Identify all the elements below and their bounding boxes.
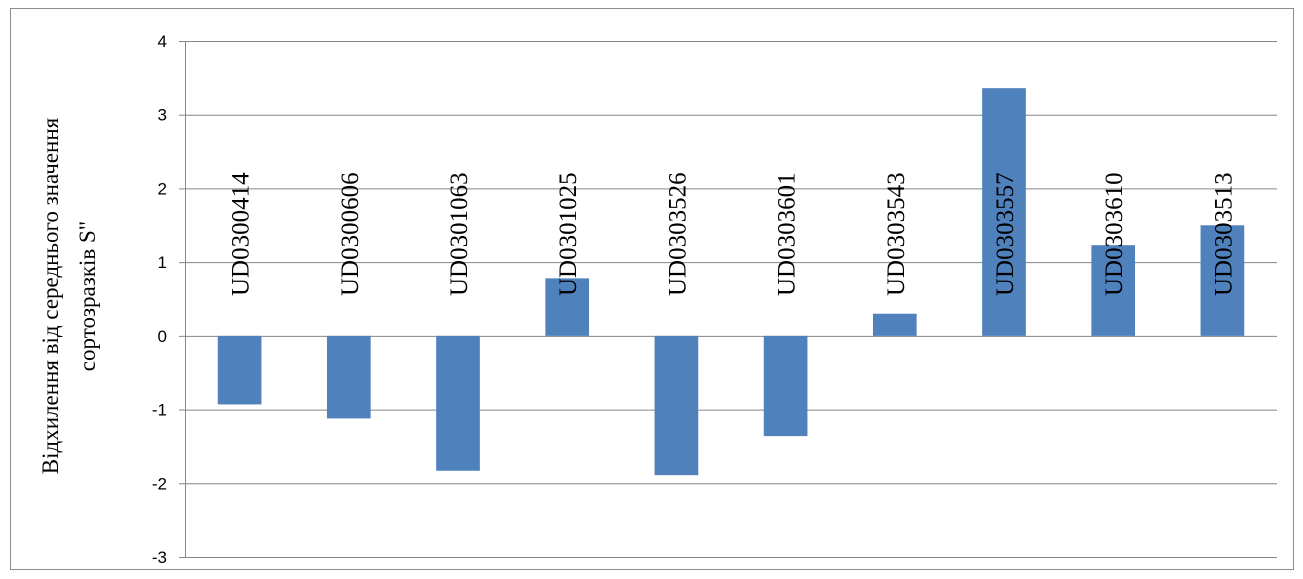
category-label: UD0303557 [992, 172, 1019, 296]
y-axis-title-line-2: сортозразків S" [75, 221, 100, 371]
category-label: UD0303513 [1210, 172, 1237, 296]
bar [436, 335, 480, 471]
y-tick-label: -2 [152, 474, 167, 493]
y-tick-label: 3 [158, 106, 167, 125]
y-tick-label: -1 [152, 401, 167, 420]
y-axis-title-line-1: Відхилення від середнього значення [38, 117, 63, 474]
label-layer: UD0300414 UD0300606 UD0301063 UD0301025 UD03… [228, 172, 1238, 296]
bar [1091, 245, 1136, 336]
bar-layer [217, 88, 1245, 476]
category-label: UD0303526 [664, 172, 691, 296]
bar [763, 335, 808, 437]
chart-frame [10, 8, 1294, 570]
category-label: UD0301025 [555, 172, 582, 296]
y-tick-label: 0 [158, 327, 167, 346]
y-tick-label: 2 [158, 179, 167, 198]
bar [982, 88, 1026, 336]
bar [326, 335, 371, 419]
category-label: UD0303543 [883, 172, 910, 296]
category-label: UD0303601 [774, 172, 801, 296]
category-label: UD0303610 [1101, 172, 1128, 296]
axis-layer: 4 3 2 1 0 -1 -2 -3 [152, 32, 186, 567]
bar [654, 335, 699, 476]
category-label: UD0301063 [446, 172, 473, 296]
bar [872, 313, 917, 336]
y-tick-label: -3 [152, 548, 167, 567]
bar [545, 278, 590, 336]
category-label: UD0300414 [228, 172, 255, 296]
category-label: UD0300606 [337, 172, 364, 296]
y-tick-label: 4 [158, 32, 167, 51]
y-tick-label: 1 [158, 253, 167, 272]
bar [217, 335, 262, 405]
bar [1200, 225, 1245, 336]
